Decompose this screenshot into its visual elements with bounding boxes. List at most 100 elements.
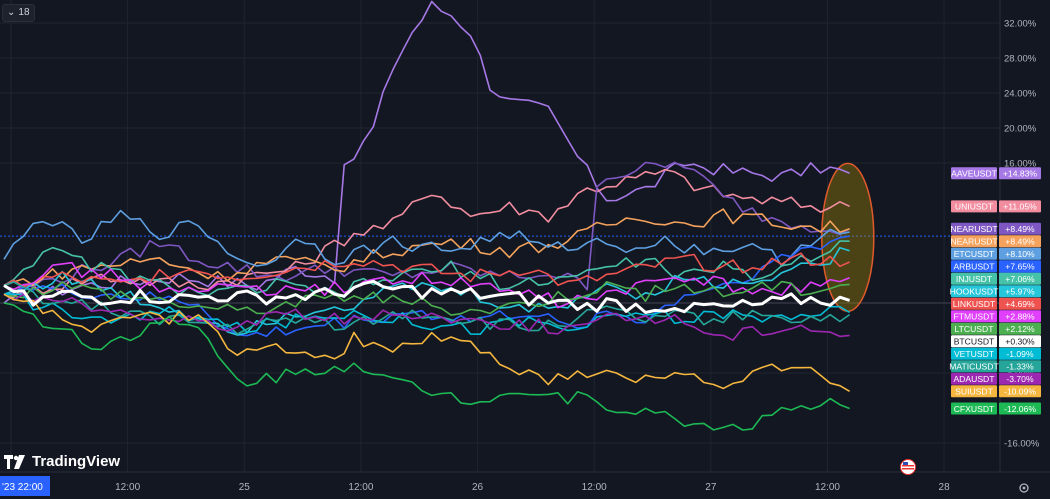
y-tick-label: -16.00%	[1004, 439, 1040, 450]
series-line-linkusdt	[3, 252, 850, 288]
series-name: UNIUSDT	[955, 202, 994, 212]
series-value: +2.12%	[1005, 324, 1035, 334]
series-value: +8.49%	[1005, 224, 1035, 234]
series-value: +8.49%	[1005, 237, 1035, 247]
series-label-nearusdt: NEARUSDT +8.49%	[950, 222, 1041, 235]
series-value: -3.70%	[1006, 374, 1034, 384]
series-name: LINKUSDT	[953, 299, 996, 309]
series-value: +14.83%	[1003, 169, 1038, 179]
series-name-badge	[951, 272, 997, 285]
series-value-badge	[999, 347, 1041, 360]
series-name-badge	[951, 310, 997, 323]
series-line-injusdt	[3, 240, 850, 299]
series-label-vetusdt: VETUSDT -1.09%	[951, 347, 1041, 360]
series-name-badge	[951, 247, 997, 260]
tv-logo-icon	[4, 454, 25, 469]
series-name-badge	[951, 297, 997, 310]
y-tick-label: 28.00%	[1004, 54, 1037, 65]
series-line-vetusdt	[3, 293, 851, 335]
series-name: CFXUSDT	[954, 404, 995, 414]
series-line-nearusdt	[3, 161, 851, 296]
series-name: MATICUSDT	[949, 362, 999, 372]
series-label-injusdt: INJUSDT +7.06%	[951, 272, 1041, 285]
series-value-badge	[999, 360, 1041, 373]
series-name-badge	[951, 167, 997, 180]
series-label-linkusdt: LINKUSDT +4.69%	[951, 297, 1041, 310]
series-line-ftmusdt	[3, 261, 850, 309]
series-line-etcusdt	[3, 209, 850, 267]
series-value: -1.09%	[1006, 349, 1034, 359]
series-label-hookusdt: HOOKUSDT +5.97%	[950, 285, 1041, 298]
series-label-etcusdt: ETCUSDT +8.10%	[951, 247, 1041, 260]
series-name-badge	[951, 335, 997, 348]
brand-name: TradingView	[32, 453, 121, 470]
y-tick-label: 32.00%	[1004, 19, 1037, 30]
x-axis[interactable]: '23 22:00 12:00 25 12:00 26 12:00 27 12:00 28	[0, 476, 950, 496]
series-value-badge	[999, 247, 1041, 260]
us-flag-icon[interactable]	[900, 459, 916, 475]
chart-grid	[0, 0, 1050, 473]
series-name-badge	[951, 347, 997, 360]
series-label-maticusdt: MATICUSDT -1.33%	[949, 360, 1041, 373]
y-tick-label: 16.00%	[1004, 159, 1037, 170]
x-tick-label: 12:00	[582, 482, 607, 493]
series-value-badge	[999, 222, 1041, 235]
series-name: BTCUSDT	[954, 337, 995, 347]
series-name: INJUSDT	[956, 274, 993, 284]
series-name: ETCUSDT	[954, 249, 995, 259]
series-value: -1.33%	[1006, 362, 1034, 372]
tradingview-logo[interactable]: TradingView	[4, 453, 120, 470]
series-value-badge	[999, 167, 1041, 180]
series-line-nearusdt	[3, 208, 850, 287]
series-line-ltcusdt	[3, 280, 850, 316]
series-label-cfxusdt: CFXUSDT -12.06%	[951, 402, 1041, 415]
x-tick-label: 27	[705, 482, 717, 493]
series-value: +11.05%	[1003, 202, 1037, 212]
series-labels: AAVEUSDT +14.83% UNIUSDT +11.05% NEARUSDT +8.…	[949, 167, 1041, 415]
series-value-badge	[999, 310, 1041, 323]
series-name: FTMUSDT	[953, 312, 995, 322]
series-value: -10.09%	[1004, 387, 1036, 397]
series-value-badge	[999, 372, 1041, 385]
x-tick-label: 12:00	[815, 482, 840, 493]
indicator-count: 18	[18, 7, 30, 18]
y-tick-label: 24.00%	[1004, 89, 1037, 100]
series-label-ftmusdt: FTMUSDT +2.88%	[951, 310, 1041, 323]
chevron-down-icon: ⌄	[7, 7, 16, 18]
series-value-badge	[999, 272, 1041, 285]
series-name: AAVEUSDT	[951, 169, 997, 179]
settings-gear-icon[interactable]	[1018, 482, 1030, 494]
series-name-badge	[951, 200, 997, 213]
x-tick-label: 26	[472, 482, 484, 493]
x-tick-label: '23 22:00	[2, 482, 43, 493]
series-value-badge	[999, 235, 1041, 248]
series-value: +8.10%	[1005, 249, 1035, 259]
series-name-badge	[951, 285, 997, 298]
series-name-badge	[951, 235, 997, 248]
series-name: SUIUSDT	[955, 387, 993, 397]
series-line-suiusdt	[3, 293, 850, 392]
series-line-btcusdt	[3, 279, 851, 314]
series-line-uniusdt	[3, 168, 850, 299]
series-value: +0.30%	[1005, 337, 1035, 347]
series-label-nearusdt: NEARUSDT +8.49%	[950, 235, 1041, 248]
series-label-aaveusdt: AAVEUSDT +14.83%	[951, 167, 1041, 180]
series-value-badge	[999, 335, 1041, 348]
series-label-suiusdt: SUIUSDT -10.09%	[951, 385, 1041, 398]
series-value-badge	[999, 297, 1041, 310]
series-value-badge	[999, 200, 1041, 213]
series-name-badge	[951, 260, 997, 273]
series-line-cfxusdt	[3, 302, 850, 431]
indicators-toggle[interactable]: ⌄ 18	[2, 4, 35, 22]
x-tick-label: 12:00	[348, 482, 373, 493]
series-value: +7.65%	[1005, 262, 1035, 272]
series-name: VETUSDT	[954, 349, 995, 359]
series-name: ADAUSDT	[953, 374, 995, 384]
series-name-badge	[951, 385, 997, 398]
series-line-hookusdt	[3, 246, 850, 336]
series-value-badge	[999, 385, 1041, 398]
series-line-adausdt	[3, 293, 850, 341]
series-name-badge	[951, 222, 997, 235]
series-value-badge	[999, 260, 1041, 273]
